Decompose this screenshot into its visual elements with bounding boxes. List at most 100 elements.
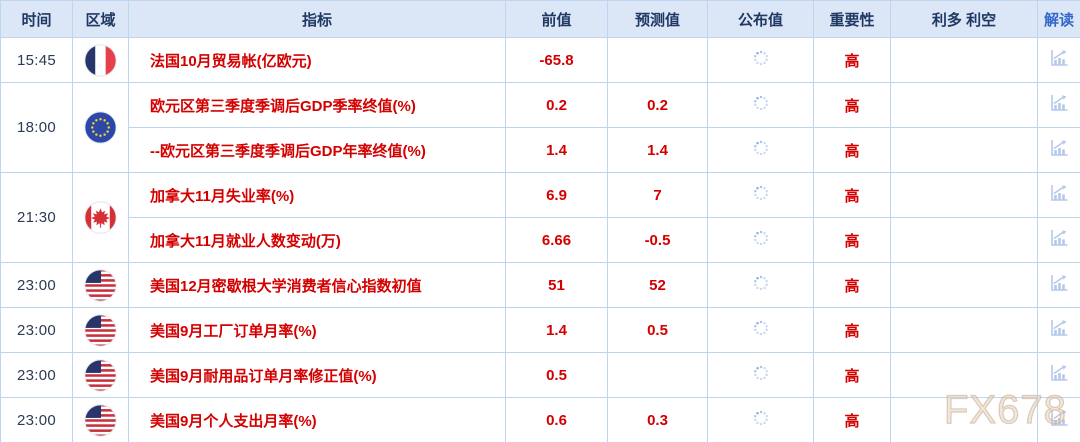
col-header-interpret: 解读 bbox=[1037, 0, 1080, 38]
col-header-time: 时间 bbox=[0, 0, 73, 38]
loading-spinner-icon bbox=[752, 409, 770, 427]
bar-chart-arrow-icon[interactable] bbox=[1047, 137, 1071, 161]
region-cell bbox=[72, 262, 129, 308]
loading-spinner-icon bbox=[752, 184, 770, 202]
forecast-value bbox=[607, 352, 708, 398]
interpret-cell bbox=[1037, 307, 1080, 353]
table-row: 21:30 加拿大11月失业率(%) 6.9 7 bbox=[0, 172, 1080, 263]
forecast-value: 0.5 bbox=[607, 307, 708, 353]
bar-chart-arrow-icon[interactable] bbox=[1047, 272, 1071, 296]
bull-bear-cell bbox=[890, 127, 1038, 173]
previous-value: 0.5 bbox=[505, 352, 608, 398]
eu-flag-icon bbox=[84, 111, 117, 144]
published-value-cell bbox=[707, 82, 814, 128]
published-value-cell bbox=[707, 307, 814, 353]
region-cell bbox=[72, 397, 129, 442]
importance-cell: 高 bbox=[813, 397, 891, 442]
region-cell bbox=[72, 172, 129, 263]
bar-chart-arrow-icon[interactable] bbox=[1047, 362, 1071, 386]
bar-chart-arrow-icon[interactable] bbox=[1047, 47, 1071, 71]
bull-bear-cell bbox=[890, 37, 1038, 83]
bar-chart-arrow-icon[interactable] bbox=[1047, 317, 1071, 341]
interpret-cell bbox=[1037, 217, 1080, 263]
importance-cell: 高 bbox=[813, 37, 891, 83]
loading-spinner-icon bbox=[752, 319, 770, 337]
bar-chart-arrow-icon[interactable] bbox=[1047, 407, 1071, 431]
time-cell: 21:30 bbox=[0, 172, 73, 263]
importance-cell: 高 bbox=[813, 127, 891, 173]
forecast-value: 0.2 bbox=[607, 82, 708, 128]
region-cell bbox=[72, 352, 129, 398]
indicator-cell: 美国9月工厂订单月率(%) bbox=[128, 307, 506, 353]
forecast-value: 1.4 bbox=[607, 127, 708, 173]
bull-bear-cell bbox=[890, 82, 1038, 128]
col-header-importance: 重要性 bbox=[813, 0, 891, 38]
forecast-value: 52 bbox=[607, 262, 708, 308]
bull-bear-cell bbox=[890, 397, 1038, 442]
table-row: 18:00 欧元区第三季度季调后GDP季率终值(%) 0.2 bbox=[0, 82, 1080, 173]
indicator-cell: 加拿大11月就业人数变动(万) bbox=[128, 217, 506, 263]
table-row: 23:00 bbox=[0, 397, 1080, 442]
interpret-cell bbox=[1037, 37, 1080, 83]
previous-value: 6.9 bbox=[505, 172, 608, 218]
time-cell: 15:45 bbox=[0, 37, 73, 83]
loading-spinner-icon bbox=[752, 274, 770, 292]
col-header-indicator: 指标 bbox=[128, 0, 506, 38]
previous-value: 0.6 bbox=[505, 397, 608, 442]
published-value-cell bbox=[707, 397, 814, 442]
published-value-cell bbox=[707, 37, 814, 83]
time-cell: 23:00 bbox=[0, 352, 73, 398]
table-row: 15:45 法国10月贸易帐(亿欧元) -65.8 bbox=[0, 37, 1080, 83]
forecast-value bbox=[607, 37, 708, 83]
region-cell bbox=[72, 82, 129, 173]
bar-chart-arrow-icon[interactable] bbox=[1047, 92, 1071, 116]
indicator-cell: 加拿大11月失业率(%) bbox=[128, 172, 506, 218]
interpret-cell bbox=[1037, 352, 1080, 398]
published-value-cell bbox=[707, 262, 814, 308]
indicator-cell: --欧元区第三季度季调后GDP年率终值(%) bbox=[128, 127, 506, 173]
indicator-cell: 欧元区第三季度季调后GDP季率终值(%) bbox=[128, 82, 506, 128]
usa-flag-icon bbox=[84, 358, 117, 392]
forecast-value: -0.5 bbox=[607, 217, 708, 263]
table-row: 加拿大11月就业人数变动(万) 6.66 -0.5 bbox=[1, 217, 1080, 263]
interpret-cell bbox=[1037, 127, 1080, 173]
interpret-cell bbox=[1037, 262, 1080, 308]
indicator-cell: 法国10月贸易帐(亿欧元) bbox=[128, 37, 506, 83]
published-value-cell bbox=[707, 352, 814, 398]
loading-spinner-icon bbox=[752, 49, 770, 67]
previous-value: 51 bbox=[505, 262, 608, 308]
bar-chart-arrow-icon[interactable] bbox=[1047, 182, 1071, 206]
header-row: 时间 区域 指标 前值 预测值 公布值 重要性 利多 利空 解读 bbox=[0, 0, 1080, 38]
loading-spinner-icon bbox=[752, 139, 770, 157]
importance-cell: 高 bbox=[813, 262, 891, 308]
bull-bear-cell bbox=[890, 352, 1038, 398]
importance-cell: 高 bbox=[813, 307, 891, 353]
loading-spinner-icon bbox=[752, 94, 770, 112]
col-header-published: 公布值 bbox=[707, 0, 814, 38]
forecast-value: 7 bbox=[607, 172, 708, 218]
published-value-cell bbox=[707, 127, 814, 173]
importance-cell: 高 bbox=[813, 172, 891, 218]
usa-flag-icon bbox=[84, 268, 117, 302]
loading-spinner-icon bbox=[752, 229, 770, 247]
previous-value: 6.66 bbox=[505, 217, 608, 263]
bull-bear-cell bbox=[890, 307, 1038, 353]
col-header-forecast: 预测值 bbox=[607, 0, 708, 38]
time-cell: 23:00 bbox=[0, 397, 73, 442]
table-row: 23:00 bbox=[0, 307, 1080, 353]
bull-bear-cell bbox=[890, 217, 1038, 263]
interpret-cell bbox=[1037, 172, 1080, 218]
usa-flag-icon bbox=[84, 403, 117, 437]
bar-chart-arrow-icon[interactable] bbox=[1047, 227, 1071, 251]
interpret-cell bbox=[1037, 82, 1080, 128]
col-header-bull-bear: 利多 利空 bbox=[890, 0, 1038, 38]
previous-value: 1.4 bbox=[505, 127, 608, 173]
region-cell bbox=[72, 37, 129, 83]
bull-bear-cell bbox=[890, 262, 1038, 308]
table-row: 23:00 bbox=[0, 352, 1080, 398]
table-row: 23:00 bbox=[0, 262, 1080, 308]
loading-spinner-icon bbox=[752, 364, 770, 382]
interpret-cell bbox=[1037, 397, 1080, 442]
col-header-previous: 前值 bbox=[505, 0, 608, 38]
